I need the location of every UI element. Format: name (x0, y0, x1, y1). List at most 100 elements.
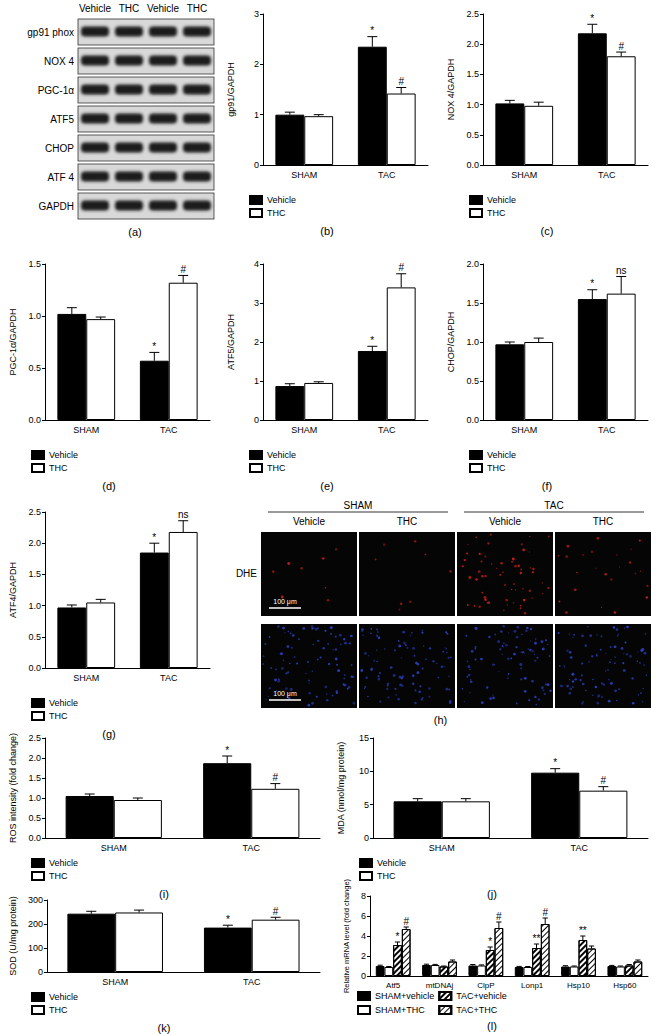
svg-text:0.0: 0.0 (28, 663, 41, 673)
svg-text:*: * (370, 25, 374, 36)
svg-text:THC: THC (119, 3, 140, 14)
svg-text:Vehicle: Vehicle (49, 992, 78, 1002)
svg-text:4: 4 (361, 931, 366, 941)
svg-text:NOX 4/GAPDH: NOX 4/GAPDH (446, 59, 456, 121)
svg-text:#: # (273, 906, 279, 917)
svg-text:PGC-1α: PGC-1α (38, 85, 75, 96)
svg-text:*: * (553, 757, 557, 768)
svg-text:1.5: 1.5 (466, 298, 479, 308)
svg-text:100 μm: 100 μm (273, 598, 297, 606)
svg-text:THC: THC (377, 871, 396, 881)
svg-text:THC: THC (397, 516, 418, 527)
svg-text:1: 1 (254, 110, 259, 120)
svg-text:SHAM: SHAM (291, 425, 317, 435)
svg-text:1.0: 1.0 (466, 100, 479, 110)
svg-text:TAC: TAC (571, 843, 589, 853)
svg-text:Hsp10: Hsp10 (567, 981, 591, 990)
svg-text:TAC: TAC (598, 425, 616, 435)
svg-text:THC: THC (487, 463, 506, 473)
svg-text:THC: THC (267, 208, 286, 218)
svg-text:TAC: TAC (378, 425, 396, 435)
svg-text:2.0: 2.0 (466, 39, 479, 49)
svg-text:TAC: TAC (378, 170, 396, 180)
svg-text:#: # (398, 76, 404, 87)
svg-text:*: * (152, 341, 156, 352)
svg-text:ClpP: ClpP (477, 981, 494, 990)
svg-text:THC: THC (49, 463, 68, 473)
svg-text:0.5: 0.5 (28, 813, 41, 823)
svg-text:SHAM: SHAM (291, 170, 317, 180)
svg-text:TAC: TAC (598, 170, 616, 180)
svg-text:Vehicle: Vehicle (267, 450, 296, 460)
svg-text:SHAM: SHAM (511, 170, 537, 180)
svg-text:0.5: 0.5 (466, 376, 479, 386)
svg-text:100 μm: 100 μm (273, 690, 297, 698)
svg-text:15: 15 (359, 733, 369, 743)
svg-text:#: # (403, 916, 409, 927)
svg-text:NOX 4: NOX 4 (44, 56, 74, 67)
svg-text:Relative mRNA level (fold chan: Relative mRNA level (fold change) (342, 878, 351, 993)
svg-text:*: * (590, 278, 594, 289)
svg-text:gp91/GAPDH: gp91/GAPDH (226, 62, 236, 117)
svg-text:3: 3 (254, 298, 259, 308)
svg-text:SOD (U/mg protein): SOD (U/mg protein) (8, 896, 18, 976)
svg-text:0.0: 0.0 (28, 415, 41, 425)
svg-text:SHAM: SHAM (101, 843, 127, 853)
svg-text:THC: THC (487, 208, 506, 218)
svg-text:*: * (226, 914, 230, 925)
svg-text:2.0: 2.0 (466, 259, 479, 269)
svg-text:Vehicle: Vehicle (489, 516, 522, 527)
svg-text:2: 2 (254, 337, 259, 347)
svg-text:#: # (180, 264, 186, 275)
svg-text:SHAM+vehicle: SHAM+vehicle (375, 991, 434, 1001)
svg-text:TAC: TAC (243, 843, 261, 853)
svg-text:300: 300 (28, 895, 43, 905)
svg-text:1: 1 (254, 376, 259, 386)
svg-text:ATF5/GAPDH: ATF5/GAPDH (226, 314, 236, 370)
svg-text:THC: THC (267, 463, 286, 473)
svg-text:mtDNAj: mtDNAj (426, 981, 454, 990)
svg-text:Vehicle: Vehicle (293, 516, 326, 527)
svg-text:TAC: TAC (243, 977, 261, 987)
svg-text:1.5: 1.5 (466, 69, 479, 79)
svg-text:0.0: 0.0 (466, 415, 479, 425)
svg-text:Vehicle: Vehicle (377, 858, 406, 868)
svg-text:#: # (542, 907, 548, 918)
svg-text:Vehicle: Vehicle (487, 450, 516, 460)
svg-text:1.0: 1.0 (28, 601, 41, 611)
svg-text:ns: ns (616, 265, 627, 276)
svg-text:1.5: 1.5 (28, 259, 41, 269)
svg-text:*: * (225, 745, 229, 756)
svg-text:*: * (590, 13, 594, 24)
svg-text:*: * (370, 335, 374, 346)
svg-text:6: 6 (361, 911, 366, 921)
svg-text:#: # (601, 775, 607, 786)
svg-text:Vehicle: Vehicle (49, 450, 78, 460)
svg-text:200: 200 (28, 919, 43, 929)
svg-text:gp91 phox: gp91 phox (27, 27, 74, 38)
svg-text:SHAM: SHAM (344, 500, 373, 511)
svg-text:CHOP/GAPDH: CHOP/GAPDH (446, 312, 456, 373)
svg-text:2: 2 (254, 59, 259, 69)
svg-text:2.5: 2.5 (28, 733, 41, 743)
svg-text:0.5: 0.5 (28, 632, 41, 642)
svg-text:Vehicle: Vehicle (49, 698, 78, 708)
svg-text:*: * (396, 931, 400, 942)
svg-text:Atf5: Atf5 (386, 981, 401, 990)
svg-text:SHAM+THC: SHAM+THC (375, 1005, 425, 1015)
svg-text:**: ** (533, 933, 541, 944)
svg-text:100: 100 (28, 943, 43, 953)
svg-text:ROS intensity (fold change): ROS intensity (fold change) (8, 733, 18, 843)
svg-text:1.5: 1.5 (28, 773, 41, 783)
svg-text:TAC: TAC (544, 500, 563, 511)
svg-text:SHAM: SHAM (429, 843, 455, 853)
svg-text:3: 3 (254, 9, 259, 19)
svg-text:2.0: 2.0 (28, 753, 41, 763)
svg-text:CHOP: CHOP (45, 143, 74, 154)
svg-text:SHAM: SHAM (511, 425, 537, 435)
svg-text:Vehicle: Vehicle (79, 3, 112, 14)
svg-text:0: 0 (364, 833, 369, 843)
svg-text:*: * (152, 532, 156, 543)
svg-text:2.5: 2.5 (466, 9, 479, 19)
svg-text:THC: THC (49, 871, 68, 881)
